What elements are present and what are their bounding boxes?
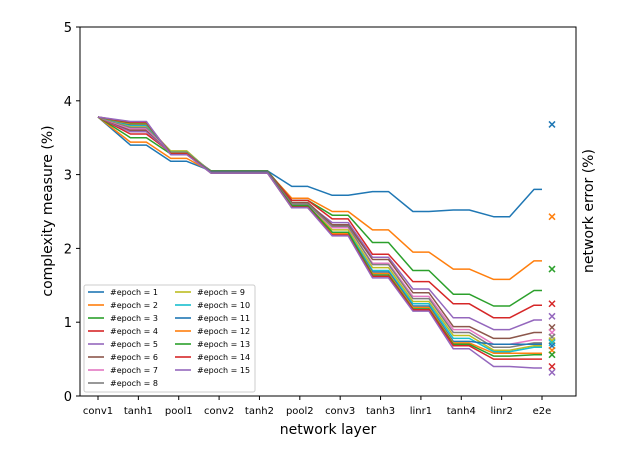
x-tick-label: linr2	[490, 406, 512, 417]
series-line-epoch-9	[97, 116, 542, 351]
legend-label: #epoch = 12	[197, 327, 250, 336]
legend-label: #epoch = 10	[197, 301, 250, 310]
legend-entry-epoch-7: #epoch = 7	[88, 366, 158, 375]
plot-marks	[97, 116, 556, 376]
legend-entry-epoch-11: #epoch = 11	[175, 314, 250, 323]
e2e-marker-epoch-14	[548, 362, 556, 371]
legend-label: #epoch = 3	[110, 314, 158, 323]
e2e-marker-epoch-13	[548, 351, 556, 359]
legend-label: #epoch = 1	[110, 288, 158, 297]
legend-entry-epoch-5: #epoch = 5	[88, 340, 158, 349]
legend-entry-epoch-12: #epoch = 12	[175, 327, 250, 336]
e2e-marker-epoch-9	[548, 337, 556, 345]
y-tick-label: 0	[64, 390, 72, 405]
e2e-marker-epoch-15	[548, 368, 556, 376]
plot-frame	[79, 26, 577, 397]
x-tick-label: pool1	[165, 406, 193, 417]
x-tick-label: linr1	[410, 406, 432, 417]
x-tick-label: conv3	[325, 406, 355, 417]
legend-label: #epoch = 9	[197, 288, 245, 297]
legend-entry-epoch-6: #epoch = 6	[88, 353, 158, 362]
x-tick-label: tanh4	[447, 406, 476, 417]
legend-entry-epoch-2: #epoch = 2	[88, 301, 158, 310]
legend-label: #epoch = 11	[197, 314, 250, 323]
legend-entry-epoch-14: #epoch = 14	[175, 353, 250, 362]
legend-label: #epoch = 8	[110, 379, 158, 388]
legend: #epoch = 1 #epoch = 2 #epoch = 3 #epoch = 4…	[83, 284, 256, 393]
y-tick-label: 1	[64, 316, 72, 331]
e2e-marker-epoch-2	[548, 213, 556, 221]
e2e-marker-epoch-3	[548, 265, 556, 273]
legend-entry-epoch-10: #epoch = 10	[175, 301, 250, 310]
legend-entry-epoch-13: #epoch = 13	[175, 340, 250, 349]
legend-label: #epoch = 5	[110, 340, 158, 349]
x-tick-label: tanh1	[124, 406, 153, 417]
e2e-marker-epoch-4	[548, 300, 556, 308]
y-axis-label: complexity measure (%)	[40, 125, 56, 296]
legend-label: #epoch = 13	[197, 340, 250, 349]
x-tick-label: e2e	[533, 406, 552, 417]
y-tick-label: 3	[64, 169, 72, 184]
legend-label: #epoch = 6	[110, 353, 158, 362]
legend-entry-epoch-8: #epoch = 8	[88, 379, 158, 388]
e2e-marker-epoch-1	[548, 120, 556, 128]
y-tick-label: 4	[64, 95, 72, 110]
y-axis: 0 1 2 3 4 5	[64, 21, 80, 405]
legend-label: #epoch = 2	[110, 301, 158, 310]
y-tick-label: 5	[64, 21, 72, 36]
x-tick-label: conv1	[83, 406, 113, 417]
legend-box	[83, 284, 256, 393]
legend-label: #epoch = 4	[110, 327, 158, 336]
legend-entry-epoch-4: #epoch = 4	[88, 327, 158, 336]
x-tick-label: pool2	[286, 406, 314, 417]
series-line-epoch-15	[97, 116, 542, 369]
x-tick-label: tanh3	[366, 406, 395, 417]
series-line-epoch-2	[97, 116, 542, 281]
x-axis: conv1 tanh1 pool1 conv2 tanh2 pool2 conv3 tanh3…	[83, 396, 551, 417]
e2e-marker-epoch-6	[548, 323, 556, 331]
y-tick-label: 2	[64, 242, 72, 257]
x-axis-label: network layer	[280, 422, 377, 438]
x-tick-label: tanh2	[245, 406, 274, 417]
legend-label: #epoch = 14	[197, 353, 250, 362]
legend-label: #epoch = 15	[197, 366, 250, 375]
legend-label: #epoch = 7	[110, 366, 158, 375]
legend-entry-epoch-9: #epoch = 9	[175, 288, 245, 297]
legend-entry-epoch-3: #epoch = 3	[88, 314, 158, 323]
e2e-marker-epoch-5	[548, 312, 556, 320]
legend-entry-epoch-15: #epoch = 15	[175, 366, 250, 375]
series-line-epoch-1	[97, 116, 542, 218]
y2-axis-label: network error (%)	[581, 149, 597, 273]
x-tick-label: conv2	[204, 406, 234, 417]
legend-entry-epoch-1: #epoch = 1	[88, 288, 158, 297]
